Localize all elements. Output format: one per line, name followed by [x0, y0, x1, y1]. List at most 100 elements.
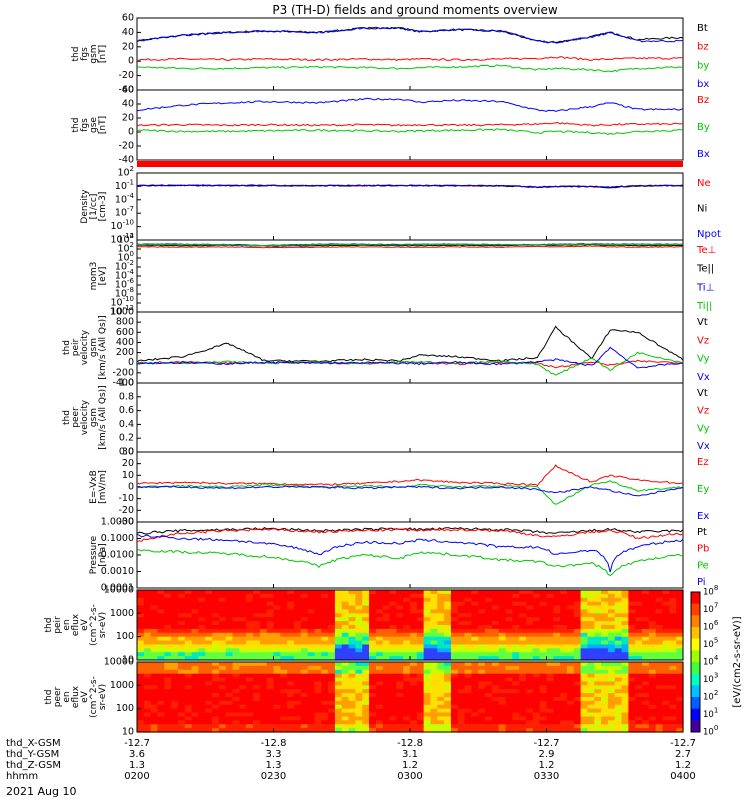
series-line-Pb: [136, 528, 684, 543]
spectrogram-cell: [655, 625, 664, 630]
spectrogram-cell: [505, 609, 513, 614]
spectrogram-cell: [382, 685, 391, 690]
spectrogram-cell: [382, 652, 391, 657]
spectrogram-cell: [184, 652, 193, 657]
spectrogram-cell: [573, 724, 582, 729]
spectrogram-cell: [594, 621, 602, 626]
spectrogram-cell: [321, 609, 329, 614]
spectrogram-cell: [218, 652, 227, 657]
spectrogram-cell: [491, 601, 500, 607]
spectrogram-cell: [539, 597, 548, 603]
spectrogram-cell: [662, 712, 670, 718]
spectrogram-cell: [580, 628, 589, 634]
spectrogram-cell: [232, 590, 240, 595]
spectrogram-cell: [232, 625, 240, 630]
spectrogram-cell: [218, 693, 227, 698]
spectrogram-cell: [546, 720, 554, 725]
spectrogram-cell: [328, 669, 336, 675]
spectrogram-cell: [314, 648, 322, 653]
spectrogram-cell: [566, 605, 575, 611]
spectrogram-cell: [430, 625, 438, 630]
spectrogram-cell: [546, 685, 554, 690]
spectrogram-cell: [266, 625, 275, 630]
spectrogram-cell: [437, 697, 445, 702]
spectrogram-cell: [648, 590, 657, 595]
spectrogram-cell: [580, 728, 589, 733]
series-line-By: [136, 128, 683, 136]
spectrogram-cell: [239, 712, 247, 718]
spectrogram-cell: [437, 724, 445, 729]
time-axis-tick-label: 3.3: [266, 749, 282, 760]
spectrogram-cell: [184, 628, 193, 634]
spectrogram-cell: [532, 662, 541, 667]
spectrogram-cell: [416, 681, 425, 686]
spectrogram-cell: [662, 685, 670, 690]
spectrogram-cell: [512, 652, 520, 657]
spectrogram-cell: [628, 597, 636, 603]
spectrogram-cell: [478, 720, 486, 725]
spectrogram-cell: [566, 685, 575, 690]
spectrogram-cell: [280, 689, 288, 694]
spectrogram-cell: [464, 700, 473, 706]
spectrogram-cell: [430, 590, 438, 595]
spectrogram-cell: [655, 673, 664, 679]
spectrogram-cell: [423, 681, 432, 686]
spectrogram-cell: [287, 617, 295, 622]
spectrogram-cell: [437, 593, 445, 599]
spectrogram-cell: [410, 708, 418, 714]
spectrogram-cell: [416, 708, 425, 714]
spectrogram-cell: [246, 708, 254, 714]
spectrogram-cell: [655, 708, 664, 714]
spectrogram-cell: [246, 605, 254, 611]
spectrogram-cell: [225, 601, 234, 607]
spectrogram-cell: [491, 593, 500, 599]
spectrogram-cell: [444, 636, 452, 642]
spectrogram-cell: [437, 693, 445, 698]
spectrogram-cell: [614, 590, 623, 595]
spectrogram-cell: [505, 673, 513, 679]
spectrogram-cell: [150, 708, 159, 714]
spectrogram-cell: [676, 597, 684, 603]
y-tick-label: 60: [122, 85, 134, 96]
spectrogram-cell: [171, 601, 179, 607]
spectrogram-cell: [491, 636, 500, 642]
spectrogram-cell: [239, 636, 247, 642]
spectrogram-cell: [505, 621, 513, 626]
legend-label: Vt: [697, 317, 708, 328]
spectrogram-cell: [137, 656, 145, 661]
spectrogram-cell: [355, 693, 363, 698]
spectrogram-cell: [566, 621, 575, 626]
spectrogram-cell: [560, 636, 568, 642]
spectrogram-cell: [205, 673, 213, 679]
spectrogram-cell: [491, 697, 500, 702]
spectrogram-cell: [375, 681, 384, 686]
spectrogram-cell: [177, 593, 186, 599]
spectrogram-cell: [662, 632, 670, 638]
spectrogram-cell: [478, 652, 486, 657]
spectrogram-cell: [628, 716, 636, 721]
spectrogram-cell: [293, 673, 302, 679]
spectrogram-cell: [430, 716, 438, 721]
spectrogram-cell: [662, 673, 670, 679]
spectrogram-cell: [553, 605, 561, 611]
spectrogram-cell: [171, 681, 179, 686]
spectrogram-cell: [225, 625, 234, 630]
spectrogram-cell: [648, 601, 657, 607]
spectrogram-cell: [307, 656, 316, 661]
spectrogram-cell: [580, 724, 589, 729]
spectrogram-cell: [642, 724, 650, 729]
spectrogram-cell: [478, 621, 486, 626]
spectrogram-cell: [300, 665, 309, 671]
spectrogram-cell: [355, 597, 363, 603]
spectrogram-cell: [273, 652, 281, 657]
spectrogram-cell: [259, 697, 268, 702]
spectrogram-cell: [560, 685, 568, 690]
spectrogram-cell: [430, 636, 438, 642]
spectrogram-cell: [580, 669, 589, 675]
spectrogram-cell: [601, 590, 609, 595]
figure-title: P3 (TH-D) fields and ground moments over…: [272, 3, 557, 17]
spectrogram-cell: [464, 628, 473, 634]
spectrogram-cell: [157, 648, 165, 653]
spectrogram-cell: [328, 617, 336, 622]
spectrogram-cell: [307, 728, 316, 733]
